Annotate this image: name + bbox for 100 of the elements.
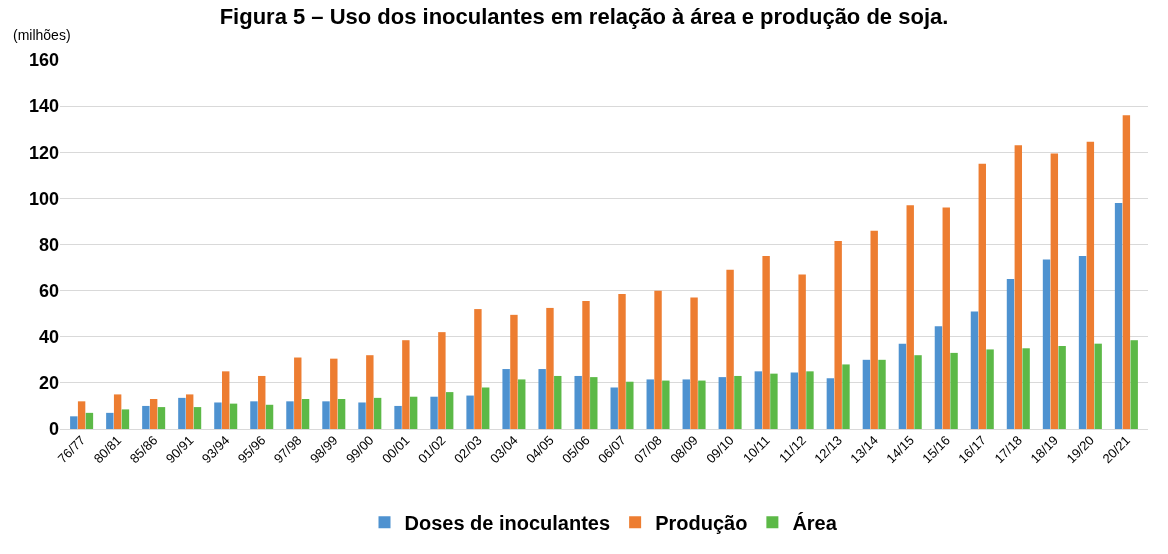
y-tick-label: 80: [38, 234, 59, 255]
bar: [826, 378, 835, 429]
bar: [1058, 345, 1066, 429]
bar: [265, 404, 274, 429]
bar: [734, 375, 742, 429]
bar: [185, 394, 194, 429]
bar: [113, 394, 122, 429]
bar: [373, 397, 382, 429]
bar: [502, 369, 510, 429]
bar: [834, 241, 842, 429]
bar: [330, 358, 338, 429]
bar: [762, 256, 770, 429]
bar: [978, 163, 986, 429]
bar: [610, 387, 618, 429]
bar: [798, 274, 806, 429]
bar: [546, 307, 554, 429]
bar: [538, 369, 546, 429]
bar: [898, 343, 907, 429]
bar: [258, 375, 266, 429]
bar: [654, 290, 662, 429]
bar: [337, 399, 346, 429]
bar: [554, 375, 562, 429]
y-tick-label: 160: [28, 50, 59, 71]
bar: [157, 407, 166, 429]
bar: [718, 377, 726, 429]
y-tick-label: 0: [48, 419, 59, 440]
bar: [178, 397, 186, 429]
bar: [986, 349, 994, 429]
bar: [250, 401, 258, 429]
bar: [142, 405, 150, 429]
bar: [193, 407, 202, 429]
y-tick-label: 40: [38, 327, 59, 348]
bar: [482, 387, 490, 429]
y-axis-title: (milhões): [13, 27, 71, 43]
bar: [70, 416, 78, 429]
bar: [394, 405, 402, 429]
bar: [474, 309, 482, 429]
legend-label: Área: [792, 512, 838, 535]
chart-title: Figura 5 – Uso dos inoculantes em relação à área e produção de soja.: [219, 3, 949, 29]
bar: [754, 371, 763, 429]
bar: [698, 380, 706, 429]
bar: [1130, 340, 1138, 429]
bar: [1006, 279, 1015, 429]
y-tick-label: 140: [28, 96, 59, 117]
bar: [862, 359, 871, 429]
bar: [222, 371, 230, 429]
bar: [682, 379, 690, 429]
bar: [121, 409, 130, 429]
bar: [322, 401, 330, 429]
bar: [402, 340, 410, 429]
bar: [790, 372, 799, 429]
bar: [934, 326, 943, 429]
bar: [770, 373, 778, 429]
bar: [229, 403, 238, 429]
y-tick-label: 20: [38, 373, 59, 394]
bar: [626, 381, 634, 429]
bar: [906, 205, 914, 429]
bar: [646, 379, 654, 429]
bar: [618, 294, 626, 429]
bar: [438, 332, 446, 429]
bar: [1114, 202, 1123, 429]
y-tick-label: 60: [38, 280, 59, 301]
bar: [106, 412, 114, 429]
bar: [214, 402, 222, 429]
bar: [582, 301, 590, 429]
bar: [510, 314, 518, 429]
bar: [914, 355, 922, 429]
bar: [870, 230, 878, 429]
bar: [358, 402, 366, 429]
bar: [950, 352, 958, 429]
bar: [366, 355, 374, 429]
bar: [1078, 256, 1087, 429]
bar: [574, 375, 582, 429]
bar: [445, 392, 454, 429]
bar: [301, 399, 310, 429]
bar: [77, 401, 86, 429]
bar: [942, 207, 950, 429]
bar: [518, 379, 526, 429]
bar: [286, 401, 294, 429]
bar: [1050, 153, 1059, 429]
bar: [1042, 259, 1051, 429]
bar: [85, 412, 94, 429]
bar: [1122, 115, 1131, 429]
bar: [1086, 141, 1095, 429]
bar: [690, 297, 698, 429]
bar: [842, 364, 850, 429]
bar: [1094, 343, 1102, 429]
bar: [294, 357, 302, 429]
bar: [430, 396, 438, 429]
bar: [662, 380, 670, 429]
y-tick-label: 120: [28, 142, 59, 163]
legend-label: Doses de inoculantes: [404, 512, 611, 535]
bar: [466, 395, 474, 429]
bar: [409, 396, 418, 429]
bar: [590, 377, 598, 429]
bar: [1022, 348, 1030, 429]
bar: [878, 359, 886, 429]
y-tick-label: 100: [28, 188, 59, 209]
bar: [149, 399, 158, 429]
bar: [726, 269, 734, 429]
